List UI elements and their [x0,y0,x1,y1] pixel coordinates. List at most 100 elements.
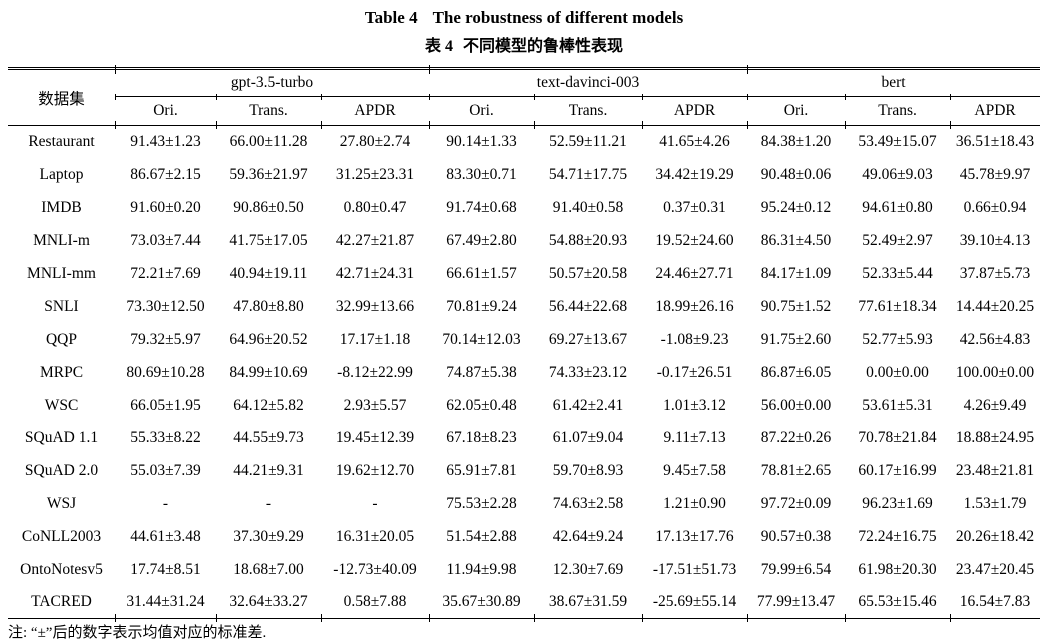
value-cell: -25.69±55.14 [641,586,748,623]
dataset-column-header: 数据集 [8,67,115,126]
table-row: Restaurant 91.43±1.23 66.00±11.28 27.80±2.7… [8,126,1040,159]
value-cell: 31.25±23.31 [335,166,415,184]
table-row: SNLI 73.30±12.50 47.80±8.80 32.99±13.66 70.8… [8,290,1040,323]
value-cell: 1.01±3.12 [663,396,726,414]
table-row: MNLI-m 73.03±7.44 41.75±17.05 42.27±21.87 67… [8,225,1040,258]
value-cell: 61.07±9.04 [552,429,624,447]
value-cell: 52.77±5.93 [862,330,933,348]
value-cell: -8.12±22.99 [337,363,413,381]
subheader-davinci-trans: Trans. [533,94,643,129]
value-cell: 91.40±0.58 [552,199,624,217]
value-cell: 91.60±0.20 [130,199,201,217]
value-cell: 34.42±19.29 [655,166,734,184]
value-cell: 36.51±18.43 [955,133,1035,151]
value-cell: 64.12±5.82 [233,396,304,414]
subheader-davinci-apdr: APDR [641,94,748,129]
dataset-cell: MNLI-mm [27,265,96,282]
value-cell: 78.81±2.65 [760,462,832,480]
table-row: MRPC 80.69±10.28 84.99±10.69 -8.12±22.99 74.… [8,356,1040,389]
table-number-en: Table 4 [364,8,418,27]
table-row: CoNLL2003 44.61±3.48 37.30±9.29 16.31±20.05… [8,521,1040,554]
table-title-text-zh: 不同模型的鲁棒性表现 [463,38,624,55]
value-cell: -17.51±51.73 [652,561,737,579]
dataset-cell: IMDB [41,199,82,217]
value-cell: 65.53±15.46 [844,586,951,623]
value-cell: 35.67±30.89 [428,586,535,623]
value-cell: 66.61±1.57 [446,265,517,282]
value-cell: 51.54±2.88 [446,528,517,546]
value-cell: 37.87±5.73 [959,265,1031,282]
value-cell: 64.96±20.52 [229,330,308,348]
value-cell: 42.64±9.24 [552,528,624,546]
value-cell: 39.10±4.13 [959,232,1031,250]
value-cell: - [162,495,169,513]
dataset-cell: MNLI-m [33,232,90,250]
value-cell: 17.13±17.76 [655,528,734,546]
value-cell: -0.17±26.51 [656,363,733,381]
value-cell: 18.99±26.16 [655,297,734,315]
table-title-zh: 表 4 不同模型的鲁棒性表现 [0,36,1048,58]
value-cell: 74.63±2.58 [552,495,624,513]
value-cell: 41.65±4.26 [659,133,730,151]
value-cell: 18.68±7.00 [233,561,304,579]
table-row: TACRED 31.44±31.24 32.64±33.27 0.58±7.88 35.… [8,586,1041,623]
value-cell: 44.21±9.31 [233,462,304,480]
table-footnote: 注: “±”后的数字表示均值对应的标准差. [8,625,267,642]
value-cell: 42.71±24.31 [335,265,415,282]
value-cell: 11.94±9.98 [446,561,517,579]
value-cell: 95.24±0.12 [760,199,832,217]
value-cell: 38.67±31.59 [533,586,643,623]
value-cell: 32.64±33.27 [215,586,321,623]
value-cell: 1.21±0.90 [663,495,726,513]
value-cell: 55.03±7.39 [130,462,201,480]
group-header-row: 数据集 gpt-3.5-turbo text-davinci-003 bert [8,65,1041,126]
value-cell: 17.74±8.51 [130,561,201,579]
value-cell: 0.37±0.31 [663,199,726,217]
value-cell: 72.24±16.75 [858,528,937,546]
value-cell: 74.33±23.12 [548,363,628,381]
value-cell: 19.45±12.39 [335,429,415,447]
value-cell: 86.87±6.05 [760,363,832,381]
value-cell: 86.31±4.50 [760,232,832,250]
value-cell: 91.75±2.60 [760,330,832,348]
value-cell: 90.75±1.52 [760,297,832,315]
subheader-gpt35-trans: Trans. [215,94,321,129]
table-row: SQuAD 1.1 55.33±8.22 44.55±9.73 19.45±12.39… [8,422,1040,455]
table-row: SQuAD 2.0 55.03±7.39 44.21±9.31 19.62±12.70… [8,455,1040,488]
dataset-cell: SQuAD 2.0 [24,462,99,480]
value-cell: 90.86±0.50 [233,199,304,217]
value-cell: 9.11±7.13 [663,429,726,447]
value-cell: 59.70±8.93 [552,462,624,480]
value-cell: 97.72±0.09 [760,495,832,513]
value-cell: 12.30±7.69 [552,561,624,579]
dataset-cell: Laptop [39,166,84,184]
subcolumn-header-row: Ori. Trans. APDR Ori. Trans. APDR Ori. T… [8,94,1041,129]
value-cell: 86.67±2.15 [130,166,201,184]
value-cell: 90.48±0.06 [760,166,832,184]
group-header-bert: bert [746,65,1041,97]
table-title-text-en: The robustness of different models [432,8,684,27]
value-cell: 56.44±22.68 [548,297,628,315]
value-cell: 60.17±16.99 [858,462,937,480]
value-cell: 67.49±2.80 [446,232,517,250]
value-cell: 70.81±9.24 [446,297,517,315]
value-cell: 100.00±0.00 [955,363,1035,381]
value-cell: 72.21±7.69 [130,265,201,282]
value-cell: 32.99±13.66 [335,297,415,315]
value-cell: 1.53±1.79 [963,495,1027,513]
value-cell: 40.94±19.11 [229,265,308,282]
value-cell: 62.05±0.48 [446,396,517,414]
value-cell: 19.52±24.60 [655,232,734,250]
value-cell: 66.00±11.28 [229,133,308,151]
value-cell: 44.55±9.73 [233,429,304,447]
value-cell: 49.06±9.03 [862,166,933,184]
value-cell: 59.36±21.97 [229,166,308,184]
dataset-cell: WSJ [46,495,77,513]
value-cell: 83.30±0.71 [446,166,517,184]
value-cell: 73.30±12.50 [126,297,205,315]
value-cell: 0.80±0.47 [343,199,407,217]
value-cell: 79.99±6.54 [760,561,832,579]
value-cell: 14.44±20.25 [955,297,1035,315]
group-header-gpt35turbo: gpt-3.5-turbo [114,65,430,97]
value-cell: 84.99±10.69 [229,363,308,381]
